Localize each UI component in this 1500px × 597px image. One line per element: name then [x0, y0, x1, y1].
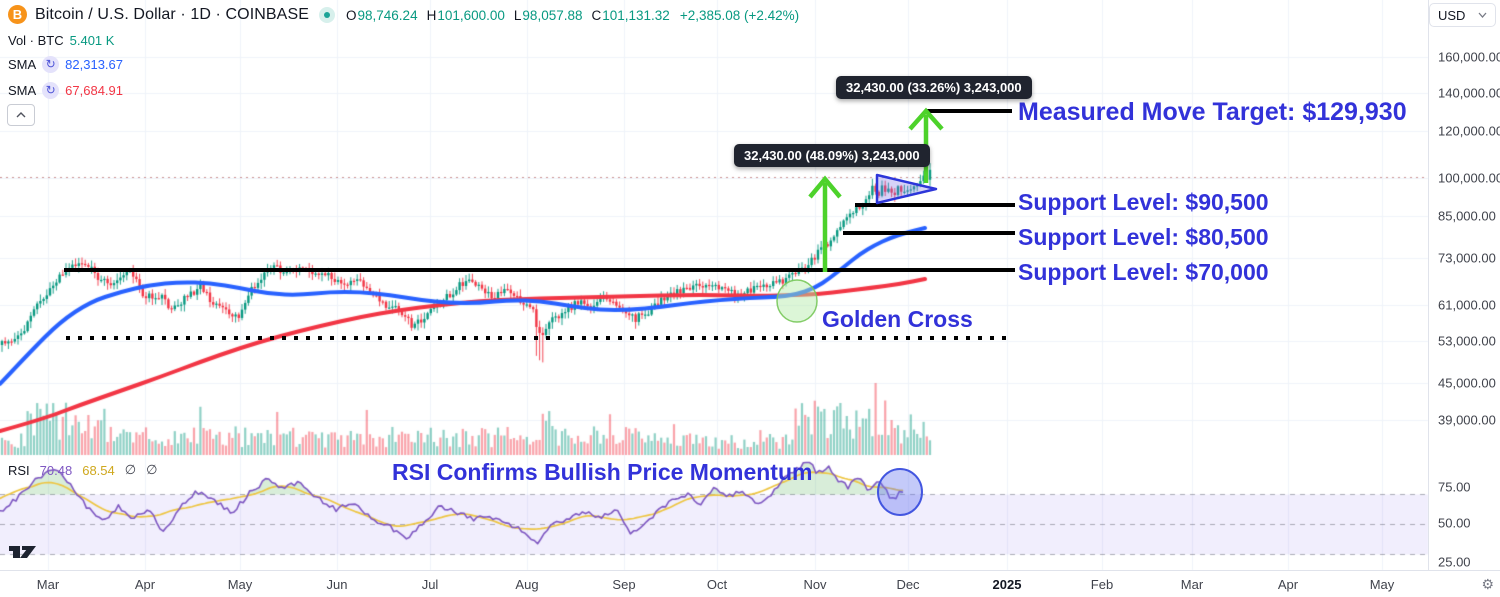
- rsi-momentum-label[interactable]: RSI Confirms Bullish Price Momentum: [392, 459, 813, 485]
- breakout-arrow-1-head[interactable]: [808, 175, 842, 199]
- time-tick-label: Dec: [896, 577, 920, 592]
- high-value: 101,600.00: [437, 8, 505, 23]
- price-tick-label: 39,000.00: [1438, 412, 1496, 428]
- time-tick-label: Feb: [1090, 577, 1114, 592]
- bitcoin-logo-icon: B: [8, 5, 27, 24]
- change-value: +2,385.08 (+2.42%): [679, 8, 800, 23]
- golden-cross-label[interactable]: Golden Cross: [822, 306, 973, 332]
- time-axis[interactable]: ⚙ Mar Apr May Jun Jul Aug Sep Oct Nov Dec 2025 Feb M…: [0, 570, 1500, 597]
- time-tick-label: Jun: [326, 577, 348, 592]
- price-tick-label: 45,000.00: [1438, 375, 1496, 391]
- low-label: L: [513, 8, 522, 23]
- time-tick-label: Mar: [36, 577, 60, 592]
- price-tick-label: 120,000.00: [1438, 123, 1500, 139]
- chevron-up-icon: [16, 112, 26, 118]
- legend-collapse-button[interactable]: [7, 104, 35, 126]
- time-tick-label: Apr: [1277, 577, 1299, 592]
- low-value: 98,057.88: [522, 8, 583, 23]
- open-value: 98,746.24: [357, 8, 418, 23]
- measured-move-tooltip[interactable]: 32,430.00 (33.26%) 3,243,000: [836, 76, 1032, 99]
- price-axis[interactable]: USD 160,000.00 140,000.00 120,000.00 100,00…: [1428, 0, 1500, 571]
- time-tick-label: Aug: [515, 577, 539, 592]
- close-value: 101,131.32: [602, 8, 670, 23]
- sma-refresh-icon: ↻: [42, 56, 60, 73]
- rsi-band-empty-value: ∅: [124, 462, 137, 477]
- sma-slow-label[interactable]: SMA: [8, 83, 37, 98]
- rsi-value: 70.48: [39, 462, 73, 478]
- time-tick-label: Jul: [421, 577, 439, 592]
- breakout-move-tooltip[interactable]: 32,430.00 (48.09%) 3,243,000: [734, 144, 930, 167]
- price-tick-label: 100,000.00: [1438, 170, 1500, 186]
- breakout-arrow-2-head[interactable]: [908, 107, 944, 131]
- price-tick-label: 61,000.00: [1438, 297, 1496, 313]
- time-tick-label: Oct: [706, 577, 728, 592]
- time-tick-label: Sep: [612, 577, 636, 592]
- sma-fast-value: 82,313.67: [65, 57, 124, 72]
- symbol-title[interactable]: Bitcoin / U.S. Dollar · 1D · COINBASE: [35, 5, 309, 23]
- sma-fast-label[interactable]: SMA: [8, 57, 37, 72]
- price-tick-label: 53,000.00: [1438, 333, 1496, 349]
- price-tick-label: 73,000.00: [1438, 250, 1496, 266]
- support-level-70000-label[interactable]: Support Level: $70,000: [1018, 259, 1269, 285]
- time-tick-label: May: [1369, 577, 1395, 592]
- measured-move-target-label[interactable]: Measured Move Target: $129,930: [1018, 98, 1407, 126]
- time-tick-label: Apr: [134, 577, 156, 592]
- price-tick-label: 85,000.00: [1438, 208, 1496, 224]
- price-tick-label: 140,000.00: [1438, 85, 1500, 101]
- time-tick-label: 2025: [992, 577, 1022, 592]
- golden-cross-circle[interactable]: [776, 279, 818, 323]
- support-level-90500-label[interactable]: Support Level: $90,500: [1018, 189, 1269, 215]
- pennant-pattern[interactable]: [875, 173, 938, 205]
- rsi-ma-value: 68.54: [82, 462, 115, 478]
- close-label: C: [591, 8, 602, 23]
- volume-legend-value: 5.401 K: [69, 33, 115, 48]
- tradingview-logo[interactable]: [8, 543, 38, 561]
- rsi-highlight-circle[interactable]: [877, 468, 923, 516]
- open-label: O: [346, 8, 357, 23]
- time-tick-label: Nov: [803, 577, 827, 592]
- time-tick-label: May: [227, 577, 253, 592]
- ohlc-readout: O98,746.24 H101,600.00 L98,057.88 C101,1…: [346, 8, 799, 23]
- chevron-down-icon: [1478, 12, 1487, 18]
- price-tick-label: 25.00: [1438, 554, 1471, 570]
- sma-slow-value: 67,684.91: [65, 83, 124, 98]
- sma-refresh-icon: ↻: [42, 82, 60, 99]
- market-status-icon[interactable]: [319, 6, 335, 23]
- gear-icon[interactable]: ⚙: [1481, 576, 1494, 592]
- price-tick-label: 75.00: [1438, 479, 1471, 495]
- rsi-band-empty-value: ∅: [146, 462, 158, 477]
- price-tick-label: 50.00: [1438, 515, 1471, 531]
- high-label: H: [426, 8, 437, 23]
- rsi-indicator-label[interactable]: RSI: [8, 462, 30, 478]
- time-tick-label: Mar: [1180, 577, 1204, 592]
- currency-toggle-button[interactable]: USD: [1429, 3, 1496, 27]
- support-level-80500-label[interactable]: Support Level: $80,500: [1018, 224, 1269, 250]
- price-tick-label: 160,000.00: [1438, 49, 1500, 65]
- currency-label: USD: [1438, 7, 1466, 23]
- volume-legend-label[interactable]: Vol · BTC: [8, 33, 64, 48]
